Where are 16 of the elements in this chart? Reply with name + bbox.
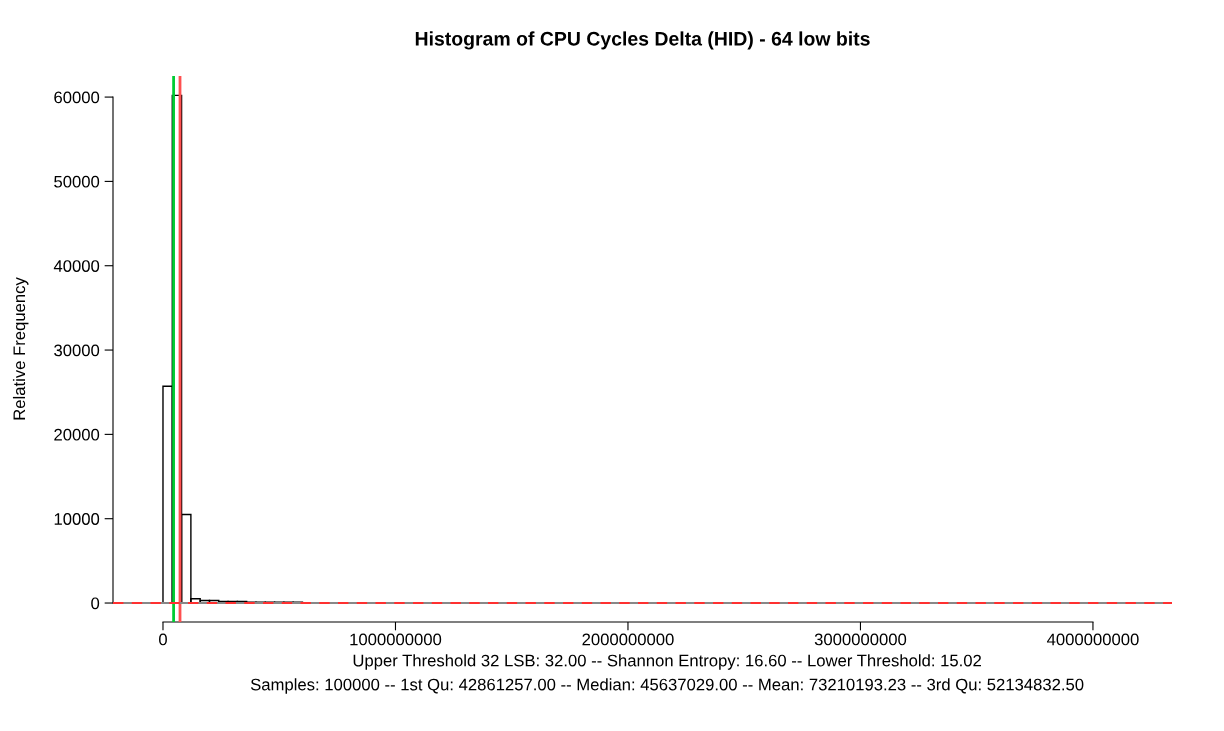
x-tick-label: 2000000000: [582, 633, 674, 646]
text: Upper Threshold 32 LSB: 32.00 -- Shannon Entropy: 16.60 -- Lower Threshold: 15.02: [353, 654, 981, 670]
x-tick-label: 3000000000: [814, 633, 907, 646]
chart-title: Histogram of CPU Cycles Delta (HID) - 64 low bits: [415, 31, 870, 50]
x-tick-label: 0: [159, 633, 167, 646]
y-tick-label: 60000: [54, 91, 100, 104]
y-tick-label: 0: [91, 597, 100, 610]
x-tick-label: 1000000000: [350, 633, 442, 646]
y-axis-title: Relative Frequency: [12, 277, 29, 420]
y-tick-label: 50000: [54, 175, 100, 188]
y-tick-label: 30000: [54, 344, 100, 357]
y-tick-label: 40000: [53, 260, 100, 272]
y-tick-label: 10000: [54, 513, 100, 525]
text: Samples: 100000 -- 1st Qu: 42861257.00 -- Median: 45637029.00 -- Mean: 73210193.23 -- 3rd Qu: 52134832.50: [250, 678, 1084, 694]
x-tick-label: 4000000000: [1046, 633, 1139, 646]
y-tick-label: 20000: [54, 428, 100, 441]
